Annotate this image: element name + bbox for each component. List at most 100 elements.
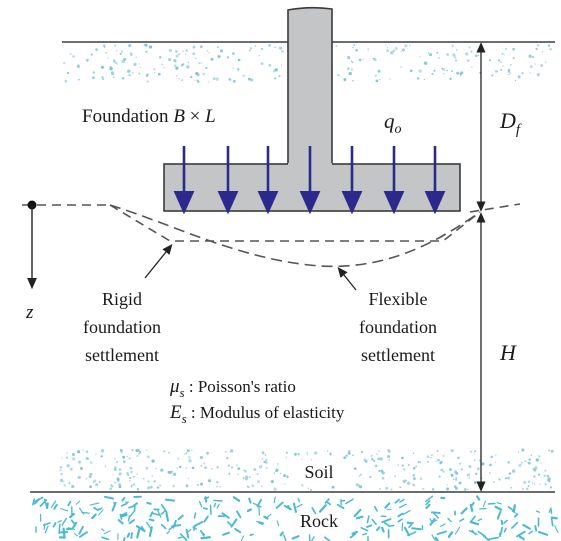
texture-dot [433,69,436,72]
texture-dash [477,518,483,522]
texture-dot [139,66,142,68]
texture-dash [310,536,315,541]
texture-dot [314,451,318,455]
texture-dash [136,528,141,539]
texture-dash [194,520,204,527]
texture-dot [306,451,309,454]
texture-dot [133,475,136,478]
texture-dot [246,485,249,488]
texture-dot [227,464,231,467]
texture-dot [446,484,448,486]
texture-dot [456,49,458,51]
texture-dot [178,77,181,80]
texture-dash [89,502,100,506]
texture-dash [221,531,230,536]
texture-dash [296,503,303,508]
texture-dot [370,454,373,457]
texture-dot [283,483,286,485]
texture-dot [256,473,259,476]
texture-dot [216,466,219,469]
texture-dash [74,533,78,537]
texture-dot [415,465,418,468]
texture-dot [208,51,210,54]
texture-dot [103,46,106,49]
texture-dot [248,476,251,479]
texture-dot [136,487,139,490]
texture-dot [225,451,227,453]
texture-dot [471,66,473,68]
texture-dot [380,469,384,473]
texture-dot [236,68,240,71]
texture-dot [151,475,154,477]
texture-dot [159,484,161,487]
texture-dot [186,449,190,453]
texture-dot [476,49,480,52]
texture-dot [145,74,149,77]
texture-dash [50,500,57,508]
texture-dash [160,509,167,515]
texture-dot [113,468,117,471]
texture-dot [520,461,523,464]
texture-dash [246,508,252,513]
texture-dot [449,77,452,81]
texture-dash [213,499,223,502]
texture-dot [191,466,195,470]
texture-dot [273,472,276,474]
texture-dot [548,476,551,480]
texture-dot [375,79,379,83]
texture-dot [387,450,391,453]
texture-dash [200,536,211,540]
flexible-settlement-curve [109,204,481,268]
texture-dot [93,479,97,483]
texture-dot [533,483,536,485]
texture-dot [507,69,511,72]
texture-dot [232,67,235,70]
texture-dot [186,65,190,69]
texture-dash [430,511,441,514]
texture-dot [147,486,151,490]
texture-dot [168,48,173,53]
texture-dot [102,78,104,81]
texture-dot [548,480,551,483]
texture-dash [429,517,434,524]
texture-dot [386,49,389,53]
texture-dot [426,455,430,459]
texture-dash [406,521,413,525]
texture-dot [467,59,470,62]
texture-dot [285,456,287,458]
texture-dot [374,464,378,468]
texture-dot [242,74,245,77]
texture-dot [278,74,281,78]
texture-dot [281,50,284,53]
texture-dot [310,488,312,491]
texture-dot [435,460,437,463]
texture-dash [371,518,377,526]
texture-dash [166,530,171,535]
texture-dot [543,474,546,477]
texture-dot [488,59,491,62]
rigid-label-line3: settlement [85,345,159,365]
texture-dot [203,462,205,465]
texture-dot [82,449,84,451]
texture-dot [499,61,502,64]
texture-dash [477,530,487,538]
texture-dash [65,527,74,531]
texture-dash [57,520,62,523]
texture-dot [469,450,472,453]
texture-dot [406,481,411,485]
rigid-pointer-arrow [144,243,173,279]
texture-dot [399,486,402,489]
texture-dot [138,452,140,455]
texture-dash [459,518,465,522]
texture-dot [459,72,461,75]
texture-dot [249,47,252,50]
texture-dash [355,515,364,520]
texture-dash [213,502,217,508]
texture-dot [427,52,430,54]
texture-dot [196,483,200,487]
texture-dot [540,462,542,464]
texture-dot [129,476,132,480]
texture-dash [518,535,525,541]
texture-dot [265,458,268,461]
texture-dot [378,450,380,452]
